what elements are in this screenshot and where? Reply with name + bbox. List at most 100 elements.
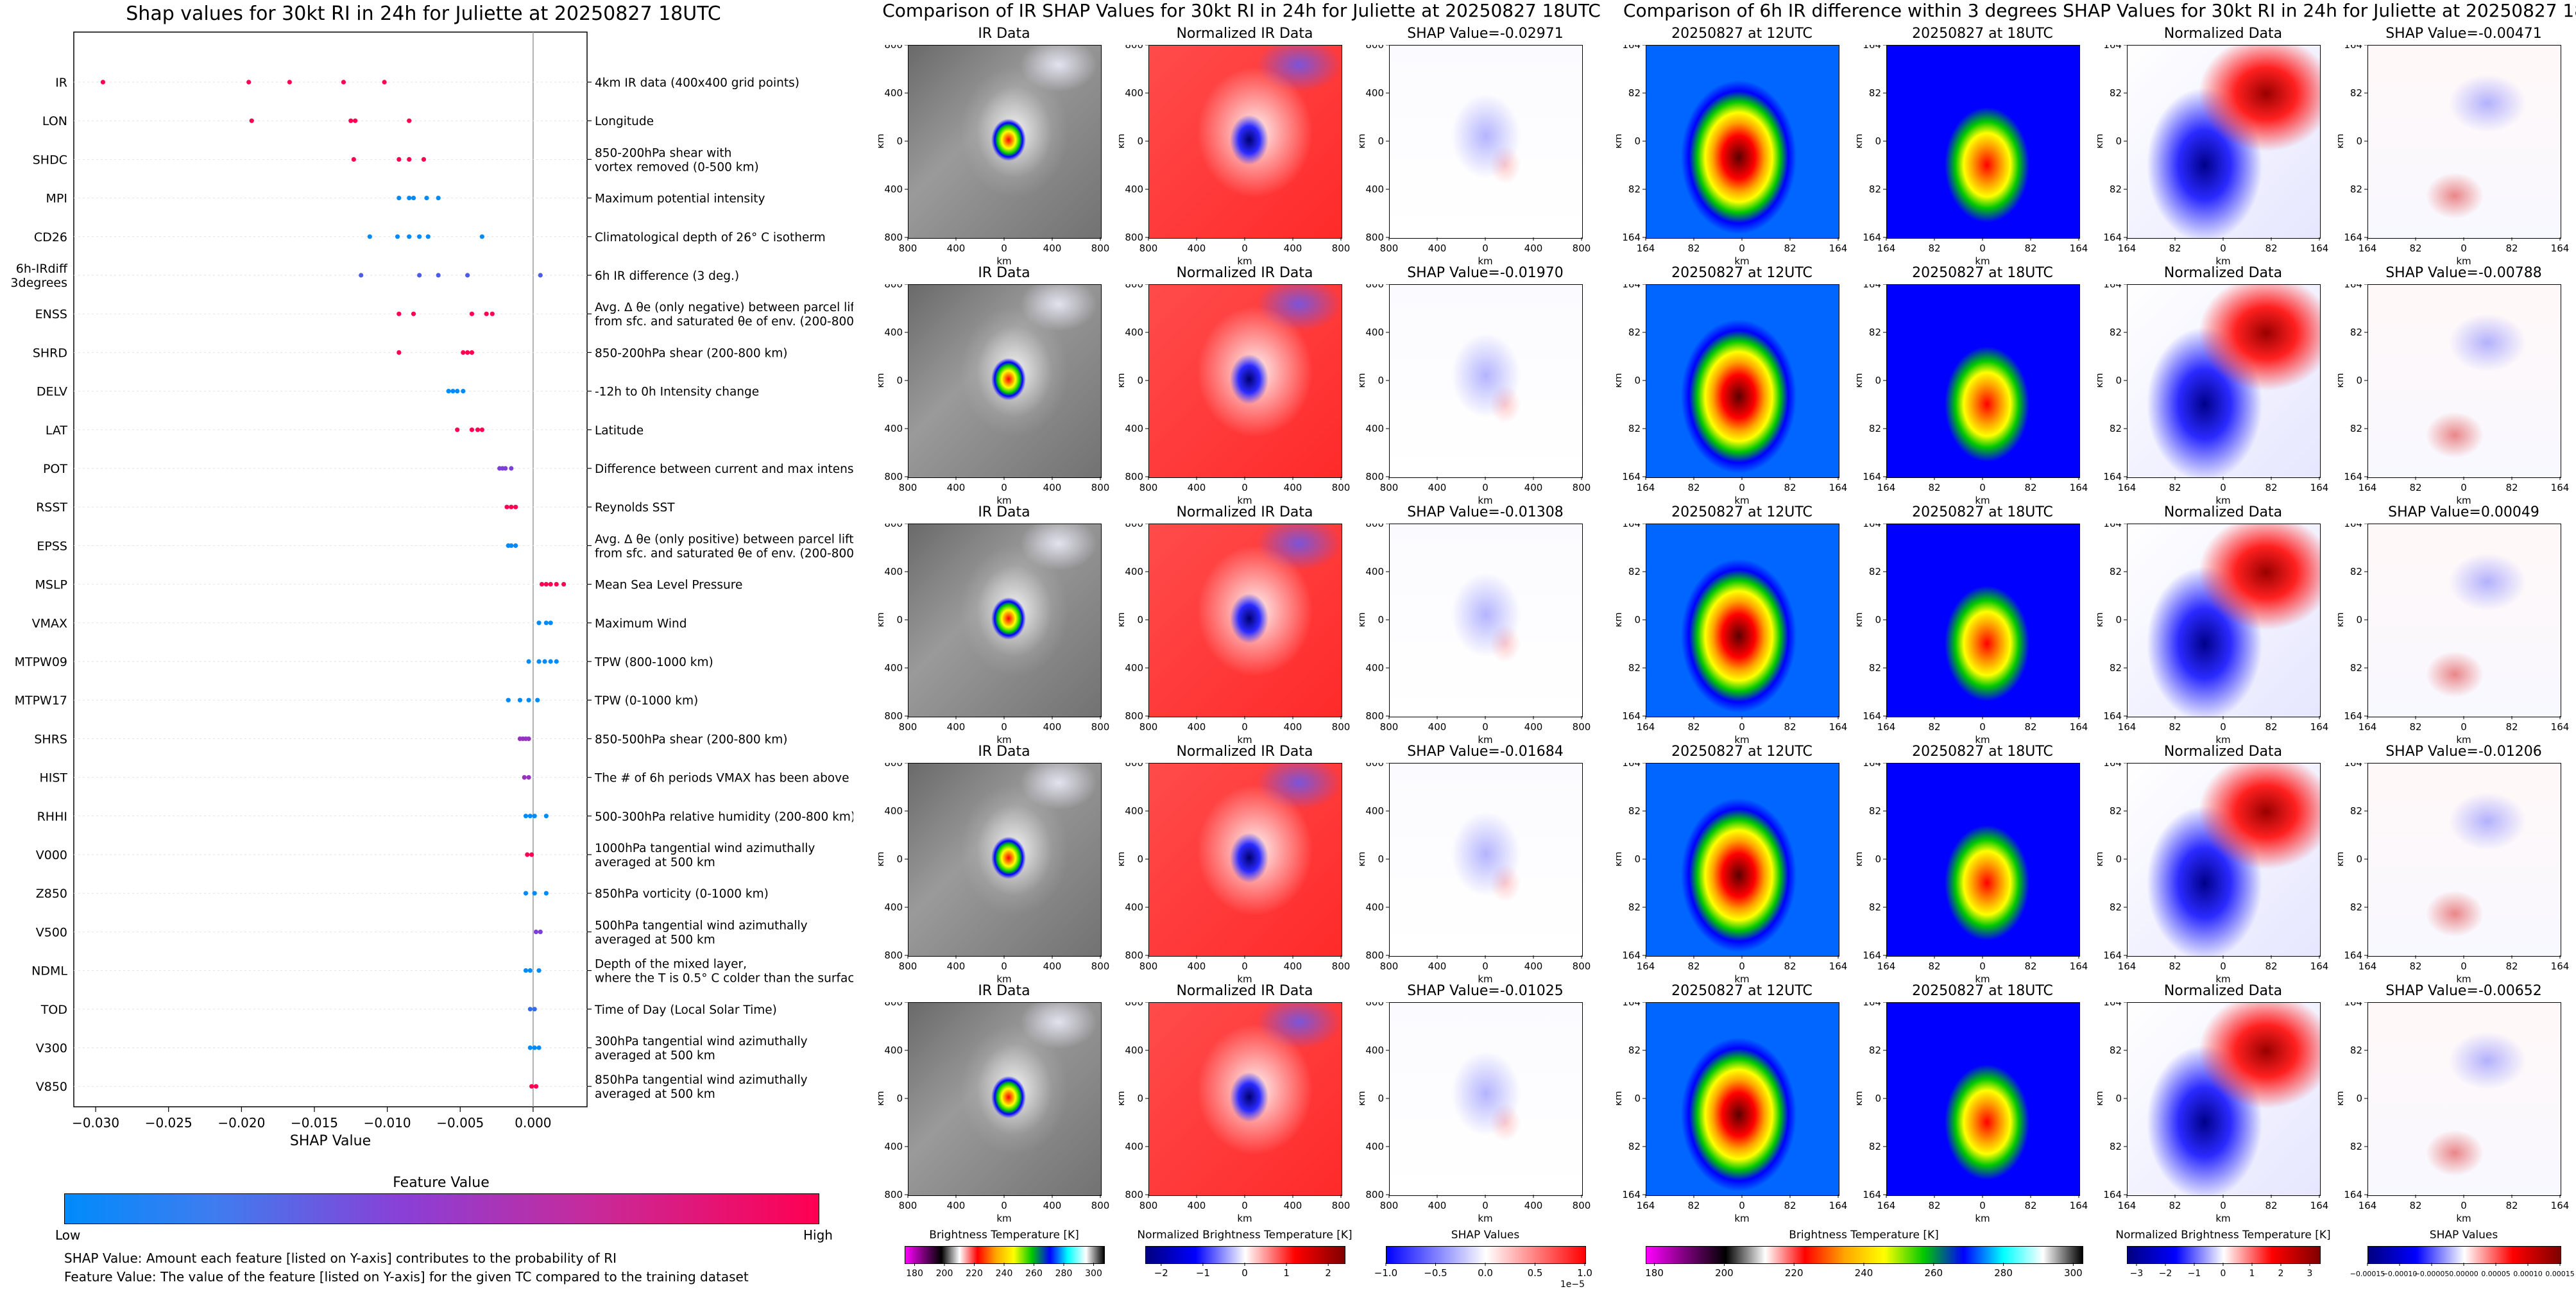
ir-y-tick-label: 400 [1125,566,1143,577]
irdiff-y-axis-label: km [1857,612,1864,627]
shap-point [395,234,400,239]
irdiff-panel-title: 20250827 at 18UTC [1912,504,2053,520]
irdiff-heatmap-image [1646,45,1839,239]
shap-point [455,389,460,394]
irdiff-y-tick-label: 82 [1869,327,1881,338]
shap-feature-label: SHDC [33,153,67,167]
ir-x-tick-label: 800 [899,1200,917,1211]
irdiff-colorbar [2127,1246,2321,1264]
shap-point [461,389,466,394]
ir-y-tick-label: 400 [1125,1141,1143,1152]
ir-x-tick-label: 0 [1241,1200,1248,1211]
shap-point [446,389,451,394]
irdiff-heatmap-image [2127,1002,2321,1196]
irdiff-x-tick-label: 82 [2265,721,2277,733]
irdiff-colorbar-tick-label: −0.00010 [2382,1270,2418,1278]
ir-colorbar-tick-label: 300 [1085,1268,1102,1279]
ir-x-tick-label: 800 [1139,960,1158,972]
ir-y-tick-label: 400 [1365,805,1384,817]
irdiff-y-tick-label: 164 [1863,710,1881,722]
shap-point [527,814,533,819]
shap-point [543,814,549,819]
shap-feature-label: CD26 [34,230,67,244]
irdiff-y-tick-label: 82 [1869,805,1881,817]
irdiff-y-tick-label: 82 [2350,901,2362,913]
shap-point [542,659,547,664]
shap-point [523,814,529,819]
ir-y-tick-label: 800 [884,45,903,51]
ir-y-tick-label: 800 [884,1189,903,1200]
irdiff-x-tick-label: 82 [2505,721,2518,733]
ir-x-tick-label: 0 [1001,721,1007,733]
irdiff-y-axis-label: km [1857,373,1864,388]
ir-x-axis-label: km [996,255,1011,267]
irdiff-x-tick-label: 0 [2220,721,2226,733]
irdiff-y-axis-label: km [2338,851,2346,866]
shap-point [529,852,534,857]
irdiff-y-tick-label: 164 [1863,232,1881,243]
shap-point [469,350,475,355]
irdiff-x-tick-label: 164 [1637,960,1655,972]
ir-y-axis-label: km [878,373,886,388]
irdiff-x-tick-label: 82 [1784,960,1796,972]
irdiff-x-tick-label: 164 [2310,1200,2328,1211]
shap-feature-label: MPI [46,192,67,206]
ir-colorbar-tick-label: 280 [1055,1268,1073,1279]
ir-colorbar-tick-label: −1 [1196,1267,1210,1279]
irdiff-x-tick-label: 164 [2310,482,2328,493]
ir-x-tick-label: 800 [1091,243,1109,254]
irdiff-x-tick-label: 82 [1687,243,1700,254]
ir-panel-title: SHAP Value=-0.01025 [1407,983,1564,999]
irdiff-x-tick-label: 0 [2461,960,2467,972]
ir-colorbar-tick-label: 1.0 [1577,1267,1592,1279]
irdiff-colorbar-tick-label: 0 [2221,1268,2226,1279]
irdiff-x-tick-label: 0 [2461,721,2467,733]
irdiff-y-tick-label: 0 [1634,853,1641,865]
shap-point [532,891,537,896]
irdiff-y-tick-label: 82 [1628,327,1641,338]
ir-panel-title: Normalized IR Data [1176,26,1313,42]
ir-colorbar [905,1246,1105,1264]
irdiff-heatmap-image [1886,1002,2080,1196]
irdiff-colorbar-tick-label: 0.00000 [2449,1270,2478,1278]
shap-x-tick-label: −0.015 [291,1115,338,1131]
ir-x-tick-label: 400 [1524,482,1543,493]
irdiff-panel-title: SHAP Value=-0.01206 [2385,744,2542,760]
ir-y-tick-label: 0 [1137,375,1143,386]
ir-x-axis-label: km [1478,734,1492,746]
ir-x-tick-label: 0 [1482,1200,1488,1211]
irdiff-x-tick-label: 82 [2505,482,2518,493]
irdiff-x-tick-label: 0 [2461,1200,2467,1211]
ir-y-axis-label: km [1360,373,1367,388]
ir-colorbar-tick-label: 0.0 [1478,1267,1493,1279]
ir-y-tick-label: 0 [1137,853,1143,865]
shap-point [417,234,422,239]
irdiff-heatmap-image [1646,763,1839,957]
ir-y-tick-label: 800 [884,763,903,769]
irdiff-x-tick-label: 82 [1928,482,1940,493]
shap-feature-label: V500 [36,925,67,939]
shap-point [246,80,252,85]
ir-x-tick-label: 0 [1001,482,1007,493]
feature-colorbar [64,1193,819,1224]
ir-x-axis-label: km [1478,255,1492,267]
ir-heatmap-image [908,284,1102,478]
ir-y-tick-label: 400 [884,901,903,913]
ir-x-tick-label: 800 [1332,721,1350,733]
irdiff-y-tick-label: 164 [1863,284,1881,290]
shap-point [532,1045,537,1050]
irdiff-x-tick-label: 164 [2358,482,2377,493]
ir-colorbar-tick-label: −1.0 [1374,1267,1397,1279]
ir-x-tick-label: 0 [1001,960,1007,972]
ir-x-tick-label: 800 [899,243,917,254]
ir-x-tick-label: 800 [1139,721,1158,733]
shap-point [490,311,495,316]
ir-heatmap-image [1389,284,1583,478]
irdiff-y-tick-label: 164 [2344,471,2362,482]
irdiff-x-tick-label: 164 [1637,1200,1655,1211]
